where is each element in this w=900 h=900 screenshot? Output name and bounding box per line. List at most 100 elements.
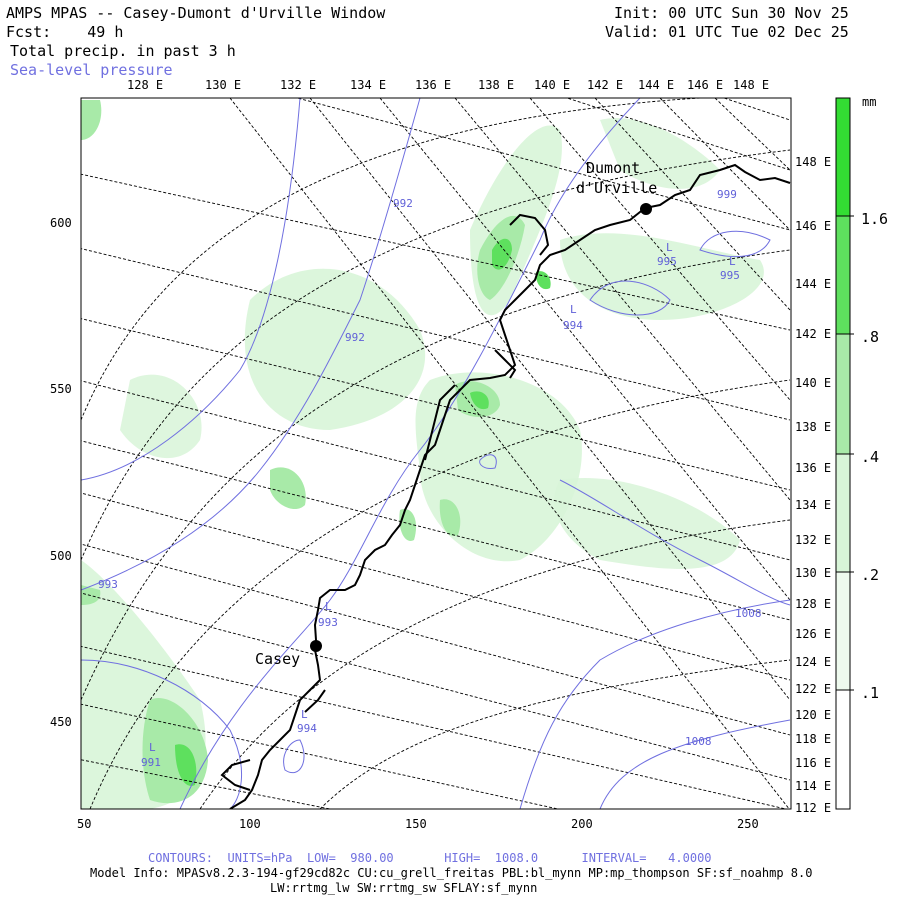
- y-tick-label: 600: [50, 216, 72, 230]
- contour-label: 994: [297, 722, 317, 735]
- low-marker: L: [666, 241, 673, 254]
- meridian: [81, 440, 791, 621]
- valid-label: Valid:: [605, 23, 660, 41]
- isobar: [559, 479, 791, 606]
- x-tick-label: 50: [77, 817, 91, 831]
- isobar: [479, 454, 497, 469]
- meridian: [81, 380, 791, 561]
- meridian: [81, 703, 561, 809]
- right-longitude-labels: 148 E 146 E 144 E 142 E 140 E 138 E 136 …: [795, 155, 831, 815]
- lon-label: 112 E: [795, 801, 831, 815]
- map-plot-area: [81, 0, 791, 809]
- parallel: [81, 149, 791, 561]
- precip-core: [439, 499, 461, 536]
- lon-label: 138 E: [795, 420, 831, 434]
- lon-label: 118 E: [795, 732, 831, 746]
- lon-label: 130 E: [205, 78, 241, 92]
- meridian: [309, 98, 791, 701]
- model-info: Model Info: MPASv8.2.3-194-gf29cd82c CU:…: [90, 866, 813, 880]
- isobar: [589, 280, 671, 316]
- isobar: [179, 98, 641, 809]
- meridian: [400, 0, 790, 70]
- contour-label: 995: [657, 255, 677, 268]
- meridian: [594, 98, 791, 311]
- contour-labels: 992 992 993 993 994 994 995 995 999 991 …: [98, 188, 762, 769]
- lon-label: 148 E: [733, 78, 769, 92]
- casey-label: Casey: [255, 650, 300, 668]
- lon-label: 134 E: [350, 78, 386, 92]
- meridian: [454, 98, 791, 501]
- meridian: [379, 98, 791, 601]
- plot-frame: [80, 97, 792, 810]
- forecast-value: 49 h: [87, 23, 124, 41]
- parallel: [89, 379, 791, 809]
- lon-label: 124 E: [795, 655, 831, 669]
- contour-label: 1008: [685, 735, 712, 748]
- top-longitude-labels: 128 E 130 E 132 E 134 E 136 E 138 E 140 …: [127, 78, 769, 92]
- isobar: [81, 659, 243, 809]
- lon-label: 144 E: [795, 277, 831, 291]
- precip-core: [81, 585, 101, 605]
- lon-label: 128 E: [127, 78, 163, 92]
- lon-label: 140 E: [534, 78, 570, 92]
- x-tick-label: 200: [571, 817, 593, 831]
- meridian: [295, 98, 791, 231]
- precip-core: [81, 100, 102, 140]
- x-tick-label: 150: [405, 817, 427, 831]
- x-tick-label: 250: [737, 817, 759, 831]
- contour-label: 999: [717, 188, 737, 201]
- lon-label: 128 E: [795, 597, 831, 611]
- dumont-durville-marker: [640, 203, 652, 215]
- meridian: [714, 98, 791, 171]
- colorbar: mm 1.6 .8 .4 .2 .1: [835, 95, 888, 810]
- lon-label: 122 E: [795, 682, 831, 696]
- coast-line: [229, 163, 791, 809]
- low-marker: L: [149, 741, 156, 754]
- lon-label: 114 E: [795, 779, 831, 793]
- valid-time: Valid: 01 UTC Tue 02 Dec 25: [605, 24, 849, 41]
- isobar: [81, 98, 421, 591]
- y-axis: 450 500 550 600: [50, 216, 72, 729]
- meridian: [229, 98, 790, 809]
- colorbar-bin: [836, 216, 850, 334]
- lon-label: 136 E: [415, 78, 451, 92]
- low-marker: L: [325, 600, 332, 613]
- colorbar-label: .2: [861, 566, 879, 584]
- x-axis: 50 100 150 200 250: [77, 817, 759, 831]
- place-markers: Dumont d'Urville Casey: [255, 159, 657, 668]
- precip-max: [492, 238, 512, 270]
- colorbar-label: 1.6: [861, 210, 888, 228]
- x-tick-label: 100: [239, 817, 261, 831]
- forecast-hour: Fcst: 49 h: [6, 24, 123, 41]
- lon-label: 142 E: [587, 78, 623, 92]
- lon-label: 126 E: [795, 627, 831, 641]
- meridian: [81, 248, 791, 421]
- precip-max: [535, 271, 551, 290]
- lon-label: 132 E: [280, 78, 316, 92]
- lon-label: 120 E: [795, 708, 831, 722]
- meridian: [529, 98, 791, 401]
- parallel: [199, 519, 791, 809]
- casey-marker: [310, 640, 322, 652]
- field-name: Total precip. in past 3 h: [10, 42, 236, 60]
- meridian: [81, 173, 791, 331]
- lon-label: 148 E: [795, 155, 831, 169]
- low-marker: L: [301, 708, 308, 721]
- precip-area: [120, 374, 202, 459]
- isobar: [283, 739, 305, 773]
- coastline: [220, 163, 791, 809]
- init-value: 00 UTC Sun 30 Nov 25: [668, 4, 849, 22]
- dumont-durville-label-2: d'Urville: [576, 179, 657, 197]
- coast-line: [220, 759, 251, 791]
- meridian: [81, 645, 788, 809]
- lon-label: 144 E: [638, 78, 674, 92]
- meridian: [659, 98, 791, 231]
- coast-line: [494, 349, 517, 379]
- precip-core: [270, 467, 306, 510]
- colorbar-bin: [836, 690, 850, 809]
- lon-label: 132 E: [795, 533, 831, 547]
- colorbar-bin: [836, 334, 850, 454]
- valid-value: 01 UTC Tue 02 Dec 25: [668, 23, 849, 41]
- colorbar-label: .4: [861, 448, 879, 466]
- isobar: [699, 230, 771, 258]
